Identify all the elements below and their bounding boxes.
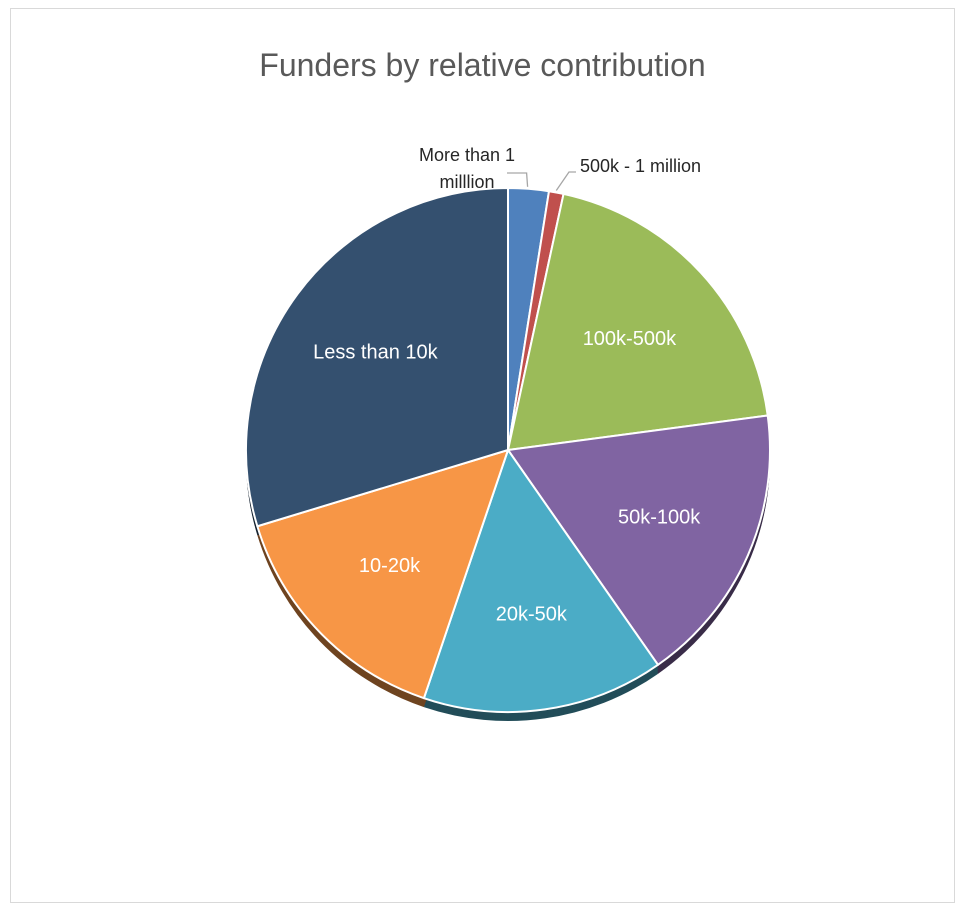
slice-label: Less than 10k	[313, 342, 439, 364]
slice-label: 500k - 1 million	[580, 156, 701, 176]
slice-label: 100k-500k	[583, 328, 677, 350]
leader-line	[507, 172, 529, 187]
leader-line	[555, 171, 576, 191]
slice-label: milllion	[439, 172, 494, 192]
pie-slice	[507, 192, 769, 451]
slice-label: 20k-50k	[496, 603, 568, 625]
pie-slice	[256, 449, 509, 700]
slice-label: More than 1	[419, 145, 515, 165]
slice-label: 50k-100k	[618, 507, 701, 529]
slice-label: 10-20k	[359, 555, 421, 577]
pie-slice	[422, 449, 659, 713]
pie-slice	[245, 187, 509, 528]
pie-slice	[507, 414, 771, 666]
chart-title: Funders by relative contribution	[259, 47, 706, 83]
outside-label: 500k - 1 million	[555, 156, 701, 191]
outside-label: More than 1 milllion	[419, 145, 529, 192]
